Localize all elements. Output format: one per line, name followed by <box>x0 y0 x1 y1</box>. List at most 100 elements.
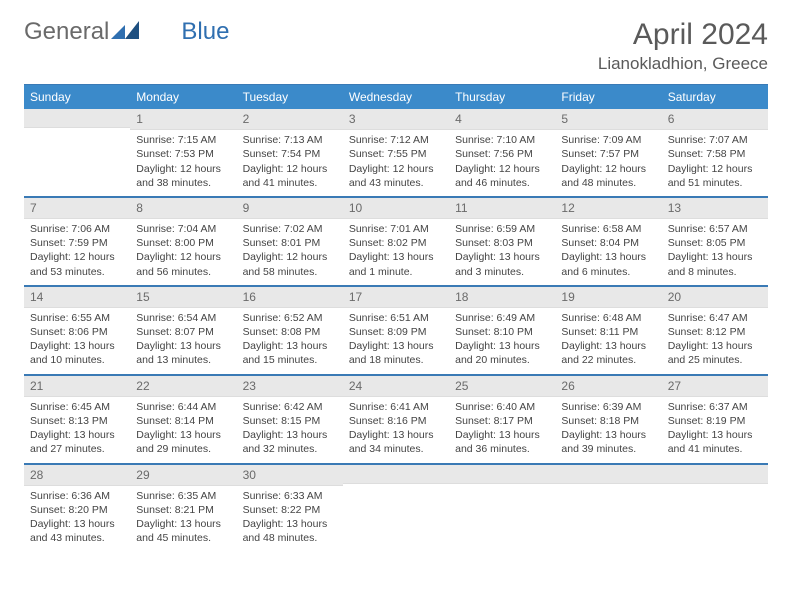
daylight-text: Daylight: 12 hours and 41 minutes. <box>243 162 337 190</box>
sunrise-text: Sunrise: 7:12 AM <box>349 133 443 147</box>
day-cell: 11Sunrise: 6:59 AMSunset: 8:03 PMDayligh… <box>449 198 555 285</box>
day-cell: 5Sunrise: 7:09 AMSunset: 7:57 PMDaylight… <box>555 109 661 196</box>
sunrise-text: Sunrise: 6:42 AM <box>243 400 337 414</box>
daylight-text: Daylight: 13 hours and 27 minutes. <box>30 428 124 456</box>
day-number: 20 <box>662 287 768 308</box>
logo-text-general: General <box>24 18 109 46</box>
sunset-text: Sunset: 8:12 PM <box>668 325 762 339</box>
sunset-text: Sunset: 8:13 PM <box>30 414 124 428</box>
sunset-text: Sunset: 8:02 PM <box>349 236 443 250</box>
day-cell: 13Sunrise: 6:57 AMSunset: 8:05 PMDayligh… <box>662 198 768 285</box>
day-body: Sunrise: 6:54 AMSunset: 8:07 PMDaylight:… <box>130 308 236 374</box>
sunset-text: Sunset: 8:06 PM <box>30 325 124 339</box>
day-cell: 14Sunrise: 6:55 AMSunset: 8:06 PMDayligh… <box>24 287 130 374</box>
day-number: 2 <box>237 109 343 130</box>
sunrise-text: Sunrise: 7:02 AM <box>243 222 337 236</box>
day-cell: 17Sunrise: 6:51 AMSunset: 8:09 PMDayligh… <box>343 287 449 374</box>
sunrise-text: Sunrise: 7:13 AM <box>243 133 337 147</box>
day-cell: 27Sunrise: 6:37 AMSunset: 8:19 PMDayligh… <box>662 376 768 463</box>
day-cell: 24Sunrise: 6:41 AMSunset: 8:16 PMDayligh… <box>343 376 449 463</box>
weekday-header-row: Sunday Monday Tuesday Wednesday Thursday… <box>24 85 768 109</box>
day-number: 27 <box>662 376 768 397</box>
day-cell: 15Sunrise: 6:54 AMSunset: 8:07 PMDayligh… <box>130 287 236 374</box>
daylight-text: Daylight: 13 hours and 18 minutes. <box>349 339 443 367</box>
header: General Blue April 2024 Lianokladhion, G… <box>24 18 768 74</box>
daylight-text: Daylight: 13 hours and 8 minutes. <box>668 250 762 278</box>
day-body: Sunrise: 6:59 AMSunset: 8:03 PMDaylight:… <box>449 219 555 285</box>
sunrise-text: Sunrise: 6:37 AM <box>668 400 762 414</box>
sunset-text: Sunset: 8:08 PM <box>243 325 337 339</box>
weekday-header: Saturday <box>662 85 768 109</box>
day-cell <box>662 465 768 553</box>
day-body: Sunrise: 6:52 AMSunset: 8:08 PMDaylight:… <box>237 308 343 374</box>
day-body: Sunrise: 7:04 AMSunset: 8:00 PMDaylight:… <box>130 219 236 285</box>
sunset-text: Sunset: 8:14 PM <box>136 414 230 428</box>
logo-text-blue: Blue <box>181 18 229 46</box>
day-body: Sunrise: 6:41 AMSunset: 8:16 PMDaylight:… <box>343 397 449 463</box>
day-body: Sunrise: 6:36 AMSunset: 8:20 PMDaylight:… <box>24 486 130 552</box>
sunrise-text: Sunrise: 6:59 AM <box>455 222 549 236</box>
daylight-text: Daylight: 13 hours and 20 minutes. <box>455 339 549 367</box>
day-cell: 10Sunrise: 7:01 AMSunset: 8:02 PMDayligh… <box>343 198 449 285</box>
sunrise-text: Sunrise: 7:10 AM <box>455 133 549 147</box>
day-number: 5 <box>555 109 661 130</box>
sunset-text: Sunset: 7:56 PM <box>455 147 549 161</box>
day-number: 3 <box>343 109 449 130</box>
day-body: Sunrise: 6:48 AMSunset: 8:11 PMDaylight:… <box>555 308 661 374</box>
sunrise-text: Sunrise: 6:58 AM <box>561 222 655 236</box>
daylight-text: Daylight: 12 hours and 38 minutes. <box>136 162 230 190</box>
day-number: 23 <box>237 376 343 397</box>
day-cell: 2Sunrise: 7:13 AMSunset: 7:54 PMDaylight… <box>237 109 343 196</box>
day-cell: 7Sunrise: 7:06 AMSunset: 7:59 PMDaylight… <box>24 198 130 285</box>
daylight-text: Daylight: 13 hours and 45 minutes. <box>136 517 230 545</box>
day-body: Sunrise: 6:55 AMSunset: 8:06 PMDaylight:… <box>24 308 130 374</box>
daylight-text: Daylight: 12 hours and 56 minutes. <box>136 250 230 278</box>
daylight-text: Daylight: 13 hours and 34 minutes. <box>349 428 443 456</box>
sunset-text: Sunset: 8:07 PM <box>136 325 230 339</box>
day-number: 8 <box>130 198 236 219</box>
day-cell: 19Sunrise: 6:48 AMSunset: 8:11 PMDayligh… <box>555 287 661 374</box>
day-body: Sunrise: 7:07 AMSunset: 7:58 PMDaylight:… <box>662 130 768 196</box>
sunrise-text: Sunrise: 6:54 AM <box>136 311 230 325</box>
sunrise-text: Sunrise: 6:57 AM <box>668 222 762 236</box>
day-cell: 18Sunrise: 6:49 AMSunset: 8:10 PMDayligh… <box>449 287 555 374</box>
daylight-text: Daylight: 13 hours and 36 minutes. <box>455 428 549 456</box>
daylight-text: Daylight: 12 hours and 51 minutes. <box>668 162 762 190</box>
sunrise-text: Sunrise: 6:40 AM <box>455 400 549 414</box>
day-body: Sunrise: 6:45 AMSunset: 8:13 PMDaylight:… <box>24 397 130 463</box>
title-block: April 2024 Lianokladhion, Greece <box>598 18 768 74</box>
day-body: Sunrise: 7:02 AMSunset: 8:01 PMDaylight:… <box>237 219 343 285</box>
sunset-text: Sunset: 7:59 PM <box>30 236 124 250</box>
day-cell: 23Sunrise: 6:42 AMSunset: 8:15 PMDayligh… <box>237 376 343 463</box>
day-body: Sunrise: 7:09 AMSunset: 7:57 PMDaylight:… <box>555 130 661 196</box>
day-cell: 1Sunrise: 7:15 AMSunset: 7:53 PMDaylight… <box>130 109 236 196</box>
day-number: 21 <box>24 376 130 397</box>
daylight-text: Daylight: 13 hours and 10 minutes. <box>30 339 124 367</box>
day-number: 22 <box>130 376 236 397</box>
day-number: 30 <box>237 465 343 486</box>
sunrise-text: Sunrise: 6:49 AM <box>455 311 549 325</box>
daylight-text: Daylight: 13 hours and 43 minutes. <box>30 517 124 545</box>
logo: General Blue <box>24 18 229 46</box>
day-cell: 28Sunrise: 6:36 AMSunset: 8:20 PMDayligh… <box>24 465 130 553</box>
sunset-text: Sunset: 7:55 PM <box>349 147 443 161</box>
weekday-header: Monday <box>130 85 236 109</box>
sunset-text: Sunset: 8:01 PM <box>243 236 337 250</box>
sunset-text: Sunset: 8:16 PM <box>349 414 443 428</box>
calendar: Sunday Monday Tuesday Wednesday Thursday… <box>24 84 768 553</box>
day-number: 29 <box>130 465 236 486</box>
sunset-text: Sunset: 8:22 PM <box>243 503 337 517</box>
sunrise-text: Sunrise: 7:01 AM <box>349 222 443 236</box>
day-body: Sunrise: 6:39 AMSunset: 8:18 PMDaylight:… <box>555 397 661 463</box>
sunset-text: Sunset: 7:53 PM <box>136 147 230 161</box>
week-row: 28Sunrise: 6:36 AMSunset: 8:20 PMDayligh… <box>24 465 768 553</box>
day-cell <box>555 465 661 553</box>
day-body: Sunrise: 6:47 AMSunset: 8:12 PMDaylight:… <box>662 308 768 374</box>
day-number <box>662 465 768 484</box>
day-number: 19 <box>555 287 661 308</box>
day-cell <box>24 109 130 196</box>
sunrise-text: Sunrise: 6:55 AM <box>30 311 124 325</box>
sunrise-text: Sunrise: 7:04 AM <box>136 222 230 236</box>
day-number: 10 <box>343 198 449 219</box>
sunset-text: Sunset: 7:57 PM <box>561 147 655 161</box>
